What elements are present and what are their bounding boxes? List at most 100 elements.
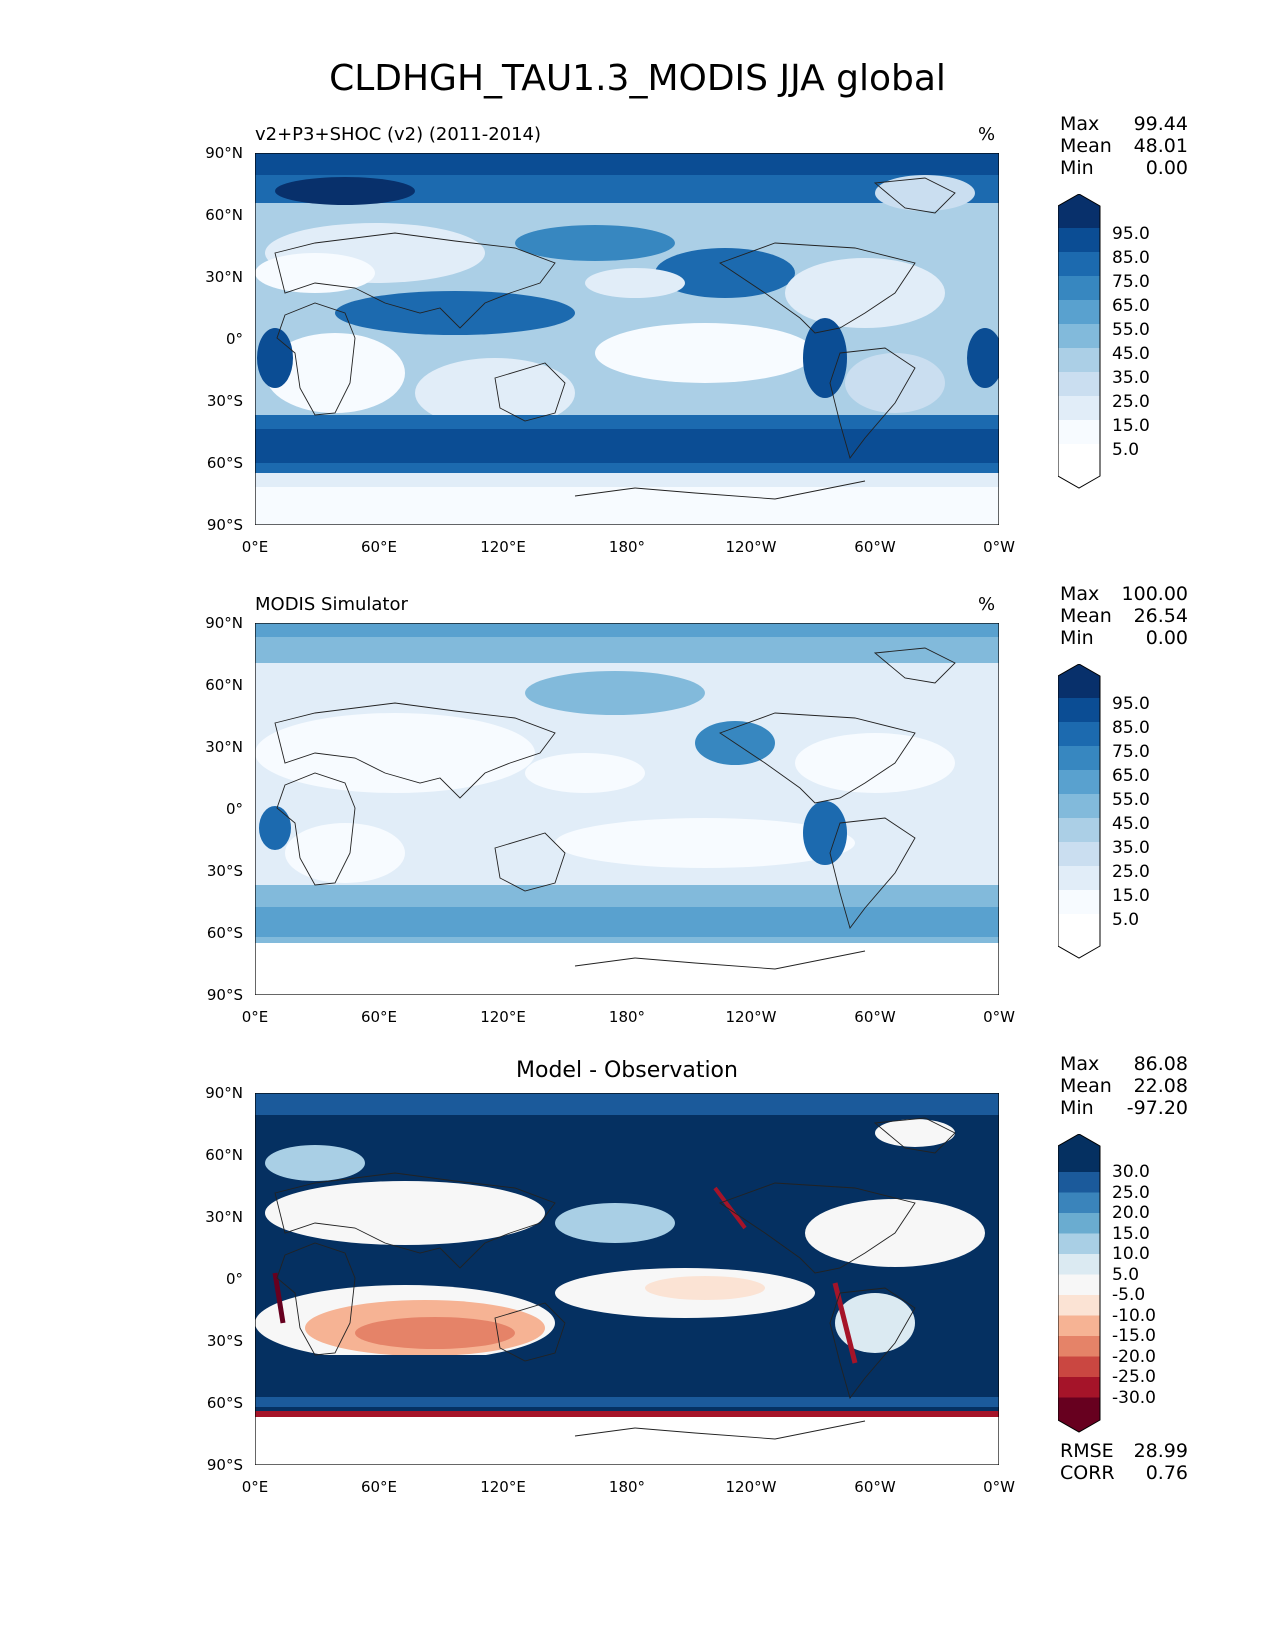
lon-label: 120°E [480,1478,526,1496]
max-label: Max [1060,113,1100,135]
lon-label: 0°E [241,1008,269,1026]
mean-value: 26.54 [1133,605,1188,627]
colorbar-label: -10.0 [1112,1306,1156,1326]
colorbar-label: 75.0 [1112,272,1150,292]
colorbar-label: 5.0 [1112,440,1140,460]
stats-box: Max 86.08 Mean 22.08 Min -97.20 [1060,1053,1188,1119]
min-label: Min [1060,627,1094,649]
colorbar [1057,663,1102,964]
lon-label: 60°E [360,1008,398,1026]
max-label: Max [1060,1053,1100,1075]
lon-label: 120°W [725,1008,777,1026]
colorbar-label: 45.0 [1112,814,1150,834]
colorbar-label: 35.0 [1112,368,1150,388]
lat-label: 60°N [205,206,243,224]
colorbar-label: 25.0 [1112,1183,1150,1203]
colorbar-label: 95.0 [1112,694,1150,714]
lat-label: 90°S [206,986,243,1004]
lon-label: 60°W [854,1478,896,1496]
colorbar-label: 85.0 [1112,718,1150,738]
lat-label: 90°N [205,1084,243,1102]
lat-label: 30°N [205,1208,243,1226]
lat-label: 0° [225,330,243,348]
corr-label: CORR [1060,1462,1115,1484]
lat-label: 60°S [206,924,243,942]
colorbar-label: 65.0 [1112,766,1150,786]
lon-label: 0°W [983,1008,1015,1026]
coastlines [274,647,956,970]
lat-label: 90°N [205,614,243,632]
colorbar [1057,1133,1102,1438]
lat-label: 30°S [206,392,243,410]
min-label: Min [1060,157,1094,179]
lat-label: 90°S [206,1456,243,1474]
lat-label: 0° [225,800,243,818]
panel-model: v2+P3+SHOC (v2) (2011-2014) % Max 99.44 M… [0,110,1275,556]
colorbar-label: 5.0 [1112,910,1140,930]
lon-label: 60°W [854,1008,896,1026]
max-value: 100.00 [1121,583,1188,605]
lon-label: 180° [608,1478,646,1496]
map-plot [255,153,999,525]
max-label: Max [1060,583,1100,605]
colorbar-label: 85.0 [1112,248,1150,268]
lon-label: 60°E [360,538,398,556]
colorbar-label: 75.0 [1112,742,1150,762]
rmse-label: RMSE [1060,1440,1114,1462]
colorbar [1057,193,1102,494]
colorbar-label: 30.0 [1112,1162,1150,1182]
colorbar-label: -15.0 [1112,1326,1156,1346]
min-value: 0.00 [1145,627,1188,649]
colorbar-label: 45.0 [1112,344,1150,364]
min-value: 0.00 [1145,157,1188,179]
lat-label: 60°S [206,1394,243,1412]
metrics-box: RMSE 28.99 CORR 0.76 [1060,1440,1188,1484]
lon-label: 0°W [983,1478,1015,1496]
lat-label: 30°N [205,268,243,286]
colorbar-label: 15.0 [1112,416,1150,436]
lon-label: 120°E [480,538,526,556]
colorbar-label: 95.0 [1112,224,1150,244]
colorbar-label: 25.0 [1112,392,1150,412]
colorbar-label: 35.0 [1112,838,1150,858]
colorbar-label: 5.0 [1112,1265,1140,1285]
panel-title: Model - Observation [516,1058,738,1083]
lon-label: 60°W [854,538,896,556]
mean-label: Mean [1060,1075,1112,1097]
lon-label: 0°W [983,538,1015,556]
max-value: 99.44 [1133,113,1188,135]
lat-label: 30°S [206,1332,243,1350]
unit-label: % [978,124,996,145]
colorbar-label: -30.0 [1112,1388,1156,1408]
colorbar-label: 25.0 [1112,862,1150,882]
colorbar-label: 20.0 [1112,1203,1150,1223]
lon-label: 0°E [241,538,269,556]
mean-value: 22.08 [1133,1075,1188,1097]
figure-title: CLDHGH_TAU1.3_MODIS JJA global [329,58,946,99]
colorbar-label: 65.0 [1112,296,1150,316]
stats-box: Max 100.00 Mean 26.54 Min 0.00 [1060,583,1188,649]
map-plot [255,1093,999,1465]
lat-label: 90°N [205,144,243,162]
mean-value: 48.01 [1133,135,1188,157]
lon-label: 120°W [725,538,777,556]
panel-title: v2+P3+SHOC (v2) (2011-2014) [255,124,542,145]
lat-label: 30°S [206,862,243,880]
coastlines [274,177,956,500]
min-label: Min [1060,1097,1094,1119]
colorbar-label: 55.0 [1112,790,1150,810]
min-value: -97.20 [1126,1097,1188,1119]
corr-value: 0.76 [1145,1462,1188,1484]
lat-label: 60°N [205,1146,243,1164]
mean-label: Mean [1060,605,1112,627]
max-value: 86.08 [1133,1053,1188,1075]
lon-label: 120°W [725,1478,777,1496]
colorbar-label: -5.0 [1112,1285,1146,1305]
lat-label: 60°N [205,676,243,694]
panel-difference: Model - Observation Max 86.08 Mean 22.08 M… [0,1050,1275,1496]
colorbar-label: 15.0 [1112,1224,1150,1244]
panel-observation: MODIS Simulator % Max 100.00 Mean 26.54 Mi… [0,580,1275,1026]
map-plot [255,623,999,995]
lat-label: 30°N [205,738,243,756]
coastlines [274,1117,956,1440]
